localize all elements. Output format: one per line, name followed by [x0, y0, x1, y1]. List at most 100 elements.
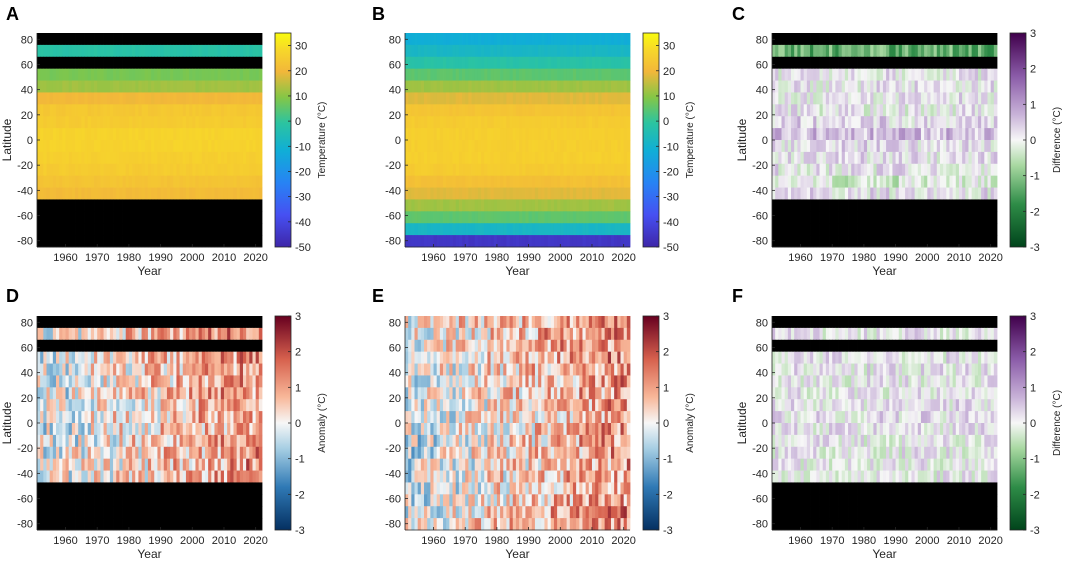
heatmap-cell [132, 104, 136, 117]
heatmap-cell [128, 68, 133, 81]
heatmap-cell [512, 116, 517, 129]
heatmap-cell [990, 199, 995, 212]
heatmap-cell [500, 92, 504, 105]
heatmap-cell [239, 339, 244, 353]
heatmap-cell [56, 423, 60, 436]
heatmap-cell [408, 44, 412, 58]
heatmap-cell [892, 199, 896, 212]
heatmap-cell [531, 187, 536, 200]
heatmap-cell [198, 140, 203, 153]
heatmap-cell [46, 375, 51, 388]
heatmap-cell [255, 68, 260, 81]
heatmap-cell [52, 363, 57, 376]
heatmap-cell [914, 199, 919, 212]
heatmap-cell [962, 140, 966, 153]
heatmap-cell [927, 163, 931, 177]
heatmap-cell [477, 92, 482, 105]
heatmap-cell [927, 223, 931, 236]
heatmap-cell [870, 128, 874, 141]
heatmap-cell [876, 223, 881, 236]
heatmap-cell [832, 33, 836, 46]
heatmap-cell [474, 128, 479, 141]
heatmap-cell [100, 375, 104, 388]
heatmap-cell [576, 128, 580, 141]
heatmap-cell [71, 92, 76, 105]
heatmap-cell [474, 187, 479, 200]
heatmap-cell [572, 128, 577, 141]
heatmap-cell [892, 33, 896, 46]
heatmap-cell [455, 211, 460, 224]
heatmap-cell [84, 116, 89, 129]
heatmap-cell [620, 235, 625, 248]
heatmap-cell [933, 80, 938, 93]
heatmap-cell [113, 33, 117, 46]
heatmap-cell [157, 339, 161, 353]
heatmap-cell [68, 458, 73, 471]
heatmap-cell [125, 92, 130, 105]
heatmap-cell [211, 104, 215, 117]
heatmap-cell [787, 128, 792, 141]
heatmap-cell [512, 163, 517, 177]
heatmap-cell [838, 128, 843, 141]
heatmap-cell [116, 199, 120, 212]
heatmap-cell [208, 411, 212, 424]
heatmap-cell [192, 223, 196, 236]
heatmap-cell [185, 128, 190, 141]
heatmap-cell [185, 423, 190, 436]
heatmap-cell [496, 199, 501, 212]
heatmap-cell [414, 33, 419, 46]
heatmap-cell [154, 140, 158, 153]
heatmap-cell [927, 187, 931, 200]
heatmap-cell [601, 187, 606, 200]
heatmap-cell [46, 235, 51, 248]
heatmap-cell [84, 411, 89, 424]
heatmap-cell [775, 163, 779, 177]
heatmap-cell [65, 327, 70, 341]
heatmap-cell [601, 163, 606, 177]
heatmap-cell [943, 92, 947, 105]
heatmap-cell [946, 140, 950, 153]
heatmap-cell [160, 128, 165, 141]
heatmap-cell [217, 92, 222, 105]
x-tick-label: 1980 [852, 252, 876, 264]
heatmap-cell [911, 56, 916, 70]
heatmap-cell [848, 128, 852, 141]
heatmap-cell [103, 56, 108, 70]
heatmap-cell [151, 458, 155, 471]
heatmap-cell [544, 68, 549, 81]
heatmap-cell [141, 128, 146, 141]
heatmap-cell [113, 363, 117, 376]
heatmap-cell [189, 175, 193, 188]
heatmap-cell [75, 128, 79, 141]
heatmap-cell [515, 223, 520, 236]
heatmap-cell [525, 128, 529, 141]
heatmap-cell [977, 104, 982, 117]
heatmap-cell [803, 33, 808, 46]
heatmap-cell [892, 116, 896, 129]
heatmap-cell [122, 458, 127, 471]
heatmap-cell [462, 128, 466, 141]
heatmap-cell [68, 446, 73, 460]
heatmap-cell [987, 211, 992, 224]
heatmap-cell [113, 140, 117, 153]
heatmap-cell [911, 116, 916, 129]
heatmap-cell [572, 163, 577, 177]
heatmap-cell [125, 140, 130, 153]
heatmap-cell [424, 140, 428, 153]
heatmap-cell [208, 423, 212, 436]
heatmap-cell [987, 68, 992, 81]
heatmap-cell [889, 199, 893, 212]
heatmap-cell [185, 339, 190, 353]
heatmap-cell [192, 175, 196, 188]
heatmap-cell [436, 199, 441, 212]
heatmap-cell [68, 140, 73, 153]
heatmap-cell [971, 199, 976, 212]
heatmap-cell [585, 128, 590, 141]
heatmap-cell [509, 44, 514, 58]
heatmap-cell [122, 387, 127, 400]
heatmap-cell [242, 175, 247, 188]
heatmap-cell [816, 56, 820, 70]
heatmap-cell [927, 128, 931, 141]
heatmap-cell [173, 363, 177, 376]
